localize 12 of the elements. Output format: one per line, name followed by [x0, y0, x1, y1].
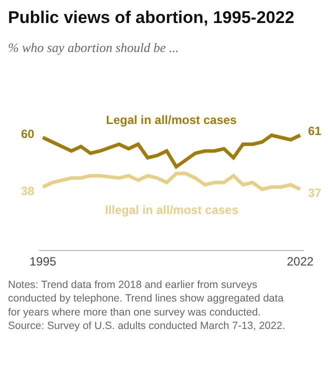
- data-label: 61: [308, 124, 322, 138]
- chart-subtitle: % who say abortion should be ...: [8, 40, 179, 55]
- series-label: Legal in all/most cases: [106, 113, 238, 127]
- x-tick-label: 1995: [29, 254, 56, 268]
- chart-title: Public views of abortion, 1995-2022: [8, 8, 294, 27]
- data-label: 38: [21, 184, 35, 198]
- x-tick-label: 2022: [286, 254, 314, 268]
- source-note: Source: Survey of U.S. adults conducted March 7-13, 2022.: [8, 320, 286, 332]
- series-label: Illegal in all/most cases: [105, 203, 239, 217]
- data-label: 60: [21, 127, 35, 141]
- data-label: 37: [308, 186, 322, 200]
- text: Notes: Trend data from 2018 and earlier from surveys conducted by telephone. Trend lines show aggregated data for years where more than one survey was conducted.: [8, 279, 284, 318]
